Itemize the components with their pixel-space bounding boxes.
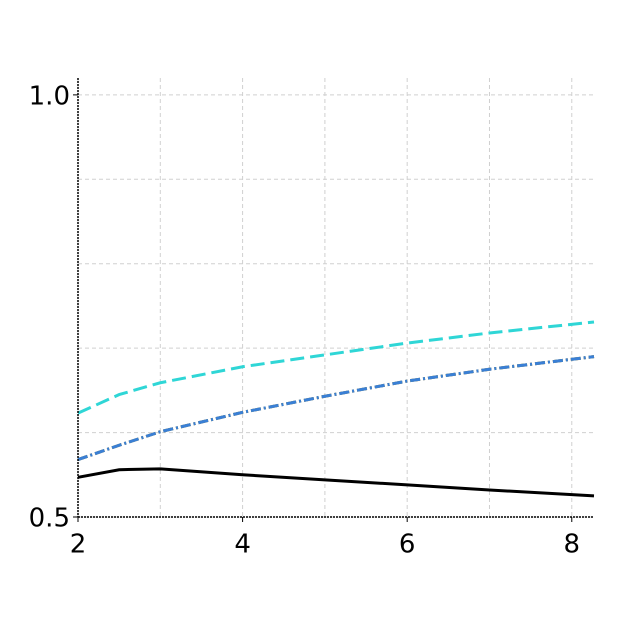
series-line bbox=[77, 467, 595, 498]
series-line bbox=[77, 355, 595, 462]
y-tick-label: 0.5 bbox=[29, 504, 70, 534]
x-tick-label: 2 bbox=[70, 530, 87, 560]
x-tick-label: 6 bbox=[399, 530, 416, 560]
x-tick-label: 8 bbox=[564, 530, 581, 560]
x-tick-label: 4 bbox=[234, 530, 251, 560]
y-tick-label: 1.0 bbox=[29, 81, 70, 111]
series-line bbox=[77, 355, 595, 462]
series-line bbox=[77, 355, 595, 462]
series-line bbox=[77, 320, 595, 415]
